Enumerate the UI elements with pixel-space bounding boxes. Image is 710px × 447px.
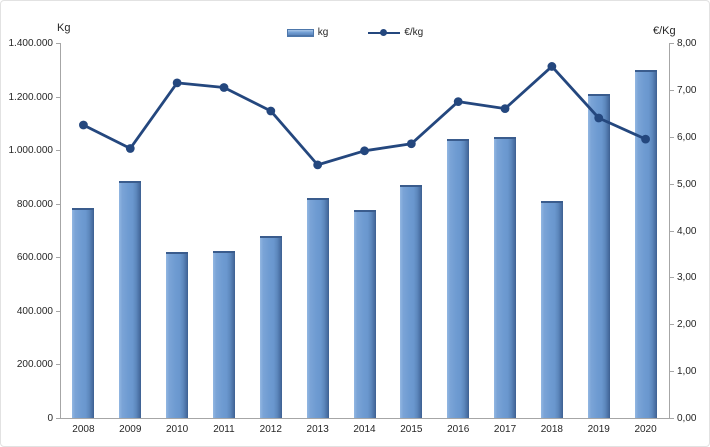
y-axis-left-tick	[56, 257, 60, 259]
left-axis-title: Kg	[57, 22, 71, 34]
y-axis-left-tick-label: 400.000	[16, 305, 53, 317]
bar-2020	[634, 69, 657, 418]
y-axis-right-tick-label: 7,00	[677, 84, 697, 96]
y-axis-left-tick-label: 800.000	[16, 198, 53, 210]
legend-label: kg	[317, 27, 329, 38]
chart-legend: kg €/kg	[1, 27, 709, 38]
y-axis-right-tick	[670, 324, 674, 326]
y-axis-right-line	[669, 43, 670, 418]
y-axis-right-tick	[670, 230, 674, 232]
price-point-2016	[453, 97, 463, 106]
y-axis-right-tick	[670, 418, 674, 419]
bar-2019	[587, 93, 610, 418]
price-point-2018	[547, 62, 557, 71]
x-axis-label-2013: 2013	[306, 424, 329, 435]
y-axis-right-tick	[670, 183, 674, 185]
bar-2009	[119, 180, 142, 418]
x-axis-line	[60, 418, 670, 419]
y-axis-left-line	[60, 43, 61, 418]
bar-2013	[306, 198, 329, 418]
price-point-2017	[500, 104, 510, 114]
price-point-2015	[406, 139, 416, 149]
price-point-2019	[594, 113, 604, 123]
y-axis-left-tick	[56, 43, 60, 44]
bar-2015	[400, 184, 423, 418]
y-axis-left-tick	[56, 96, 60, 98]
price-point-2011	[219, 83, 229, 92]
y-axis-right-tick-label: 4,00	[677, 225, 697, 237]
right-axis-title: €/Kg	[653, 25, 676, 37]
bar-2010	[166, 251, 189, 418]
y-axis-left-tick-label: 1.400.000	[8, 38, 54, 49]
y-axis-left-tick-label: 600.000	[16, 252, 53, 264]
price-point-2014	[360, 146, 369, 156]
x-axis-label-2017: 2017	[493, 424, 517, 435]
y-axis-right-tick-label: 8,00	[677, 38, 697, 49]
y-axis-left-tick	[56, 310, 60, 312]
y-axis-left-tick	[56, 203, 60, 205]
y-axis-left-tick-label: 1.000.000	[8, 145, 54, 157]
y-axis-left-tick	[56, 364, 60, 366]
legend-item-kg: kg	[286, 27, 329, 38]
y-axis-right-tick-label: 3,00	[677, 272, 697, 284]
bar-2011	[212, 250, 235, 418]
bar-2017	[494, 136, 517, 418]
price-point-2009	[125, 144, 135, 153]
x-axis-label-2009: 2009	[119, 424, 142, 435]
x-axis-label-2020: 2020	[634, 424, 657, 435]
bar-2016	[447, 139, 470, 418]
y-axis-right-tick	[670, 136, 674, 138]
y-axis-left-tick-label: 200.000	[16, 359, 53, 371]
y-axis-right-tick	[670, 43, 674, 44]
x-axis-label-2016: 2016	[447, 424, 470, 435]
x-axis-label-2008: 2008	[72, 424, 95, 435]
y-axis-right-tick-label: 5,00	[677, 178, 697, 190]
legend-bar-swatch-icon	[286, 28, 314, 37]
y-axis-right-tick-label: 2,00	[677, 319, 697, 331]
bar-2008	[72, 207, 95, 418]
y-axis-right-tick	[670, 89, 674, 91]
x-axis-label-2018: 2018	[540, 424, 563, 435]
y-axis-left-tick-label: 0	[47, 413, 53, 424]
price-point-2013	[313, 160, 323, 170]
price-point-2012	[266, 106, 276, 116]
x-axis-label-2014: 2014	[353, 424, 376, 435]
legend-label: €/kg	[404, 27, 424, 38]
y-axis-right-tick-label: 6,00	[677, 131, 697, 143]
price-point-2008	[79, 120, 88, 130]
x-axis-label-2011: 2011	[213, 424, 235, 435]
x-axis-label-2012: 2012	[259, 424, 282, 435]
price-point-2020	[641, 134, 650, 144]
x-axis-label-2010: 2010	[165, 424, 189, 435]
bar-2012	[259, 235, 282, 418]
y-axis-left-tick-label: 1.200.000	[8, 91, 54, 103]
y-axis-right-tick-label: 0,00	[677, 413, 697, 424]
y-axis-left-tick	[56, 150, 60, 152]
legend-item-kg: €/kg	[368, 27, 423, 38]
y-axis-right-tick	[670, 371, 674, 373]
y-axis-left-tick	[56, 418, 60, 419]
x-axis-label-2015: 2015	[400, 424, 423, 435]
bar-2018	[540, 201, 563, 418]
x-axis-label-2019: 2019	[587, 424, 610, 435]
y-axis-right-tick	[670, 277, 674, 279]
legend-line-marker-swatch-icon	[368, 28, 401, 37]
y-axis-right-tick-label: 1,00	[677, 366, 697, 378]
bar-2014	[353, 210, 376, 418]
price-point-2010	[172, 78, 182, 88]
